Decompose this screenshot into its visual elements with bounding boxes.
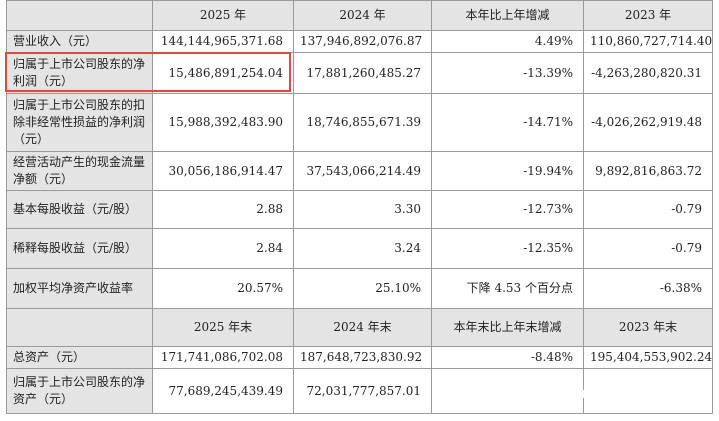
row-label: 基本每股收益（元/股） — [6, 190, 153, 229]
table-row: 总资产（元） 171,741,086,702.08 187,648,723,83… — [6, 346, 713, 369]
header-blank — [6, 0, 153, 31]
row-label: 加权平均净资产收益率 — [6, 268, 153, 309]
row-label: 营业收入（元） — [6, 30, 153, 53]
cell-2024: 17,881,260,485.27 — [293, 52, 432, 94]
row-label: 经营活动产生的现金流量净额（元） — [6, 151, 153, 191]
row-label: 稀释每股收益（元/股） — [6, 228, 153, 269]
cell-2024: 25.10% — [293, 268, 432, 309]
cell-2023: -4,026,262,919.48 — [583, 93, 713, 152]
cell-2023: 9,892,816,863.72 — [583, 151, 713, 191]
cell-change: -14.71% — [431, 93, 584, 152]
header-row-2: 2025 年末 2024 年末 本年末比上年末增减 2023 年末 — [6, 308, 713, 347]
cell-change: -12.35% — [431, 228, 584, 269]
cell-2023: 110,860,727,714.40 — [583, 30, 713, 53]
cell-change: -12.73% — [431, 190, 584, 229]
header-row: 2025 年 2024 年 本年比上年增减 2023 年 — [6, 0, 713, 31]
cell-2023: 195,404,553,902.24 — [583, 346, 713, 369]
header-2024: 2024 年 — [293, 0, 432, 31]
table-row: 加权平均净资产收益率 20.57% 25.10% 下降 4.53 个百分点 -6… — [6, 268, 713, 309]
header-2024-end: 2024 年末 — [293, 308, 432, 347]
cell-2024: 18,746,855,671.39 — [293, 93, 432, 152]
cell-2023: -6.38% — [583, 268, 713, 309]
header-2023: 2023 年 — [583, 0, 713, 31]
cell-2025: 15,486,891,254.04 — [152, 52, 294, 94]
cell-2024: 37,543,066,214.49 — [293, 151, 432, 191]
header-2025: 2025 年 — [152, 0, 294, 31]
cell-2024: 72,031,777,857.01 — [293, 368, 432, 414]
cell-2025: 144,144,965,371.68 — [152, 30, 294, 53]
table-row: 归属于上市公司股东的扣除非经常性损益的净利润（元） 15,988,392,483… — [6, 93, 713, 152]
header-2025-end: 2025 年末 — [152, 308, 294, 347]
cell-change: -13.39% — [431, 52, 584, 94]
cell-2025: 30,056,186,914.47 — [152, 151, 294, 191]
header-change: 本年比上年增减 — [431, 0, 584, 31]
cell-2024: 187,648,723,830.92 — [293, 346, 432, 369]
header-blank — [6, 308, 153, 347]
table-row: 归属于上市公司股东的净利润（元） 15,486,891,254.04 17,88… — [6, 52, 713, 94]
row-label: 归属于上市公司股东的净利润（元） — [6, 52, 153, 94]
cell-2025: 77,689,245,439.49 — [152, 368, 294, 414]
cell-change: 4.49% — [431, 30, 584, 53]
cell-change: 下降 4.53 个百分点 — [431, 268, 584, 309]
cell-2023: -4,263,280,820.31 — [583, 52, 713, 94]
table-row: 稀释每股收益（元/股） 2.84 3.24 -12.35% -0.79 — [6, 228, 713, 269]
row-label: 归属于上市公司股东的扣除非经常性损益的净利润（元） — [6, 93, 153, 152]
cell-change: -8.48% — [431, 346, 584, 369]
cell-2025: 15,988,392,483.90 — [152, 93, 294, 152]
cell-2024: 3.30 — [293, 190, 432, 229]
cell-2025: 20.57% — [152, 268, 294, 309]
cell-2025: 2.88 — [152, 190, 294, 229]
row-label: 归属于上市公司股东的净资产（元） — [6, 368, 153, 414]
financial-table: 2025 年 2024 年 本年比上年增减 2023 年 营业收入（元） 144… — [6, 0, 713, 414]
cell-2023: -0.79 — [583, 228, 713, 269]
obscured-region — [536, 390, 711, 398]
cell-2025: 2.84 — [152, 228, 294, 269]
header-change-end: 本年末比上年末增减 — [431, 308, 584, 347]
table-row: 基本每股收益（元/股） 2.88 3.30 -12.73% -0.79 — [6, 190, 713, 229]
cell-2024: 3.24 — [293, 228, 432, 269]
header-2023-end: 2023 年末 — [583, 308, 713, 347]
cell-change: -19.94% — [431, 151, 584, 191]
table-row: 经营活动产生的现金流量净额（元） 30,056,186,914.47 37,54… — [6, 151, 713, 191]
cell-2023: -0.79 — [583, 190, 713, 229]
cell-2025: 171,741,086,702.08 — [152, 346, 294, 369]
table-row: 营业收入（元） 144,144,965,371.68 137,946,892,0… — [6, 30, 713, 53]
row-label: 总资产（元） — [6, 346, 153, 369]
cell-2024: 137,946,892,076.87 — [293, 30, 432, 53]
